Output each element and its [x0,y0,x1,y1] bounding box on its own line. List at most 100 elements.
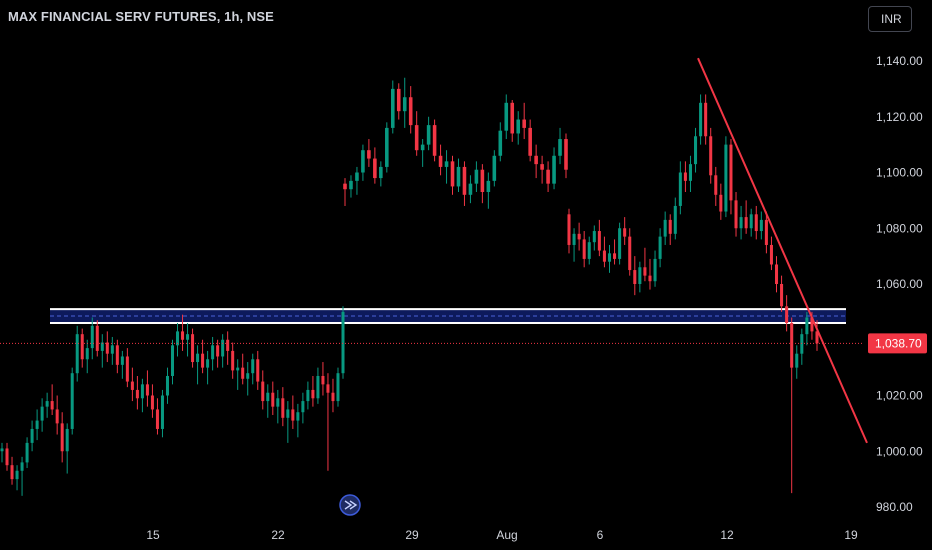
candle [769,236,773,271]
candle-body [724,144,728,212]
candle [414,111,419,156]
candle [432,119,437,162]
candle [170,339,175,385]
candle [402,77,407,128]
candle-body [774,264,779,284]
candle [316,367,320,404]
candle-body [510,102,515,134]
candle [759,211,763,240]
last-price-label: 1,038.70 [875,336,922,350]
candle [291,395,295,429]
candle [663,211,667,245]
candle [688,155,692,193]
candle [408,86,413,134]
candle-body [15,470,19,480]
candle [540,155,544,184]
support-zone[interactable] [50,308,846,325]
candle [546,161,550,193]
price-axis[interactable]: 980.001,000.001,020.001,040.001,060.001,… [868,54,927,514]
candle-body [266,392,270,402]
candle-body [504,102,509,131]
candle [734,192,738,237]
candle [504,94,509,140]
candle-body [744,217,748,229]
candle [683,161,687,193]
candle-body [145,384,149,396]
candle-body [815,331,819,344]
candle-body [271,392,275,407]
candle-body [191,334,195,363]
candle [390,80,395,134]
candle-body [492,155,497,181]
candle-body [170,345,175,376]
candle [25,437,29,468]
candle [20,456,24,496]
candle [613,239,617,265]
candle [276,389,280,424]
candle [592,225,596,251]
candle [286,401,290,443]
candle [155,398,159,435]
candle [558,127,562,165]
candle-body [50,401,54,410]
candle-body [385,127,389,167]
candle-body [474,169,479,184]
candle-body [790,323,794,368]
candle [306,381,310,410]
candle [653,250,657,287]
x-tick-label: 22 [271,528,285,542]
candle [40,398,44,432]
time-axis[interactable]: 15 22 29 Aug 6 12 19 [146,528,858,542]
candle-body [226,339,230,351]
candle [754,205,758,240]
candle-body [5,448,9,466]
candle-body [85,348,89,360]
candle [100,334,104,368]
candle-body [390,88,395,128]
candle [321,362,325,396]
candle [785,295,789,332]
candle [552,147,556,190]
candle-body [30,428,34,443]
replay-icon[interactable] [339,494,361,516]
candle-body [343,183,347,190]
candle-body [100,342,104,351]
candle [5,442,9,471]
y-tick-label: 1,000.00 [876,444,923,458]
candle-body [795,353,799,368]
candle-body [432,125,437,156]
candle-body [291,409,295,421]
candle-body [709,136,713,176]
candle-body [140,384,144,399]
candle [105,331,109,363]
y-tick-label: 1,020.00 [876,389,923,403]
candle [462,161,467,206]
candle [45,392,49,418]
candle-body [176,331,180,346]
candle-body [281,398,285,418]
candle [673,197,677,240]
candle-body [567,214,571,245]
last-price-badge [868,333,927,354]
candle-body [673,205,677,234]
x-tick-label: Aug [496,528,517,542]
candle [474,161,479,193]
trendline[interactable] [697,57,868,444]
candle-body [251,359,255,374]
candle-body [181,331,185,340]
currency-selector[interactable]: INR [868,6,912,32]
candle-body [462,166,467,195]
candle [729,139,733,215]
candle-body [336,373,340,402]
candle-body [658,236,662,259]
candle-body [186,334,190,340]
candle [744,200,748,234]
candle [160,389,164,438]
candle-body [618,228,622,259]
candle [623,217,627,245]
candle-body [498,130,503,156]
candle-body [528,127,532,156]
candle-body [450,161,455,187]
candle-body [316,375,320,399]
